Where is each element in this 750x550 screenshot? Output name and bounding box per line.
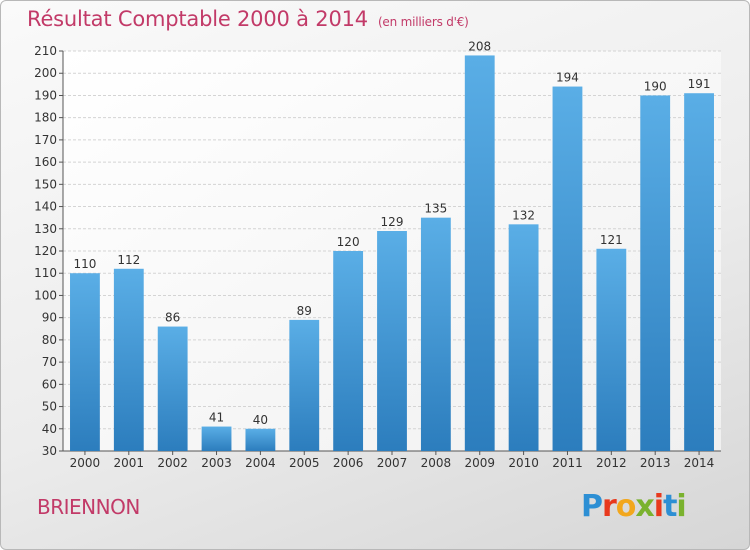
x-tick-label: 2002	[157, 456, 188, 470]
x-tick-label: 2009	[464, 456, 495, 470]
chart-title: Résultat Comptable 2000 à 2014 (en millie…	[27, 7, 469, 31]
y-tick-label: 90	[42, 311, 57, 325]
data-label: 121	[600, 233, 623, 247]
x-tick-label: 2014	[684, 456, 715, 470]
bar	[640, 95, 671, 451]
y-tick-label: 140	[34, 200, 57, 214]
x-tick-label: 2000	[70, 456, 101, 470]
bar	[333, 251, 364, 451]
logo-letter: i	[676, 489, 686, 524]
bar	[684, 93, 714, 451]
data-label: 135	[424, 202, 447, 216]
x-tick-label: 2006	[333, 456, 364, 470]
y-tick-label: 120	[34, 244, 57, 258]
y-tick-label: 110	[34, 266, 57, 280]
data-label: 191	[688, 77, 711, 91]
x-tick-label: 2001	[114, 456, 145, 470]
data-label: 40	[253, 413, 268, 427]
logo-letter: x	[635, 489, 654, 524]
y-tick-label: 30	[42, 444, 57, 458]
data-label: 86	[165, 311, 180, 325]
proxiti-logo: Proxiti	[581, 489, 687, 524]
data-label: 190	[644, 79, 667, 93]
x-tick-label: 2013	[640, 456, 671, 470]
commune-name: BRIENNON	[37, 495, 140, 519]
bar	[596, 248, 627, 451]
y-tick-label: 150	[34, 177, 57, 191]
y-tick-label: 100	[34, 288, 57, 302]
y-tick-label: 170	[34, 133, 57, 147]
bars	[70, 55, 714, 452]
y-tick-label: 180	[34, 111, 57, 125]
y-tick-label: 60	[42, 377, 57, 391]
logo-letter: r	[602, 489, 617, 524]
data-label: 120	[337, 235, 360, 249]
bar	[201, 426, 232, 451]
y-tick-label: 130	[34, 222, 57, 236]
bar	[508, 224, 539, 451]
data-label: 208	[468, 39, 491, 53]
data-label: 129	[381, 215, 404, 229]
x-tick-label: 2008	[421, 456, 452, 470]
bar	[420, 217, 451, 451]
logo-letter: P	[581, 489, 603, 524]
bar	[377, 231, 407, 451]
bar	[113, 268, 144, 451]
x-tick-label: 2003	[201, 456, 232, 470]
x-tick-label: 2005	[289, 456, 320, 470]
x-axis-ticks: 2000 2001 2002 2003 2004 2005 2006 2007 2008 2009…	[70, 451, 715, 470]
x-tick-label: 2004	[245, 456, 276, 470]
y-tick-label: 200	[34, 66, 57, 80]
data-label: 112	[117, 253, 140, 267]
bar	[464, 55, 495, 451]
data-label: 41	[209, 411, 224, 425]
bar	[70, 273, 100, 451]
y-tick-label: 40	[42, 422, 57, 436]
bar	[245, 428, 276, 451]
bar	[157, 326, 188, 451]
y-tick-label: 70	[42, 355, 57, 369]
bar	[552, 86, 583, 452]
x-tick-label: 2007	[377, 456, 408, 470]
x-tick-label: 2011	[552, 456, 583, 470]
data-label: 89	[297, 304, 312, 318]
data-label: 110	[73, 257, 96, 271]
data-label: 132	[512, 208, 535, 222]
logo-letter: i	[653, 489, 664, 524]
data-labels: 110 112 86 41 40 89 120 129 135 208 132 194 121 190 19…	[73, 39, 710, 426]
x-tick-label: 2012	[596, 456, 627, 470]
logo-letter: t	[663, 489, 677, 524]
bar	[289, 319, 320, 451]
y-tick-label: 50	[42, 400, 57, 414]
data-label: 194	[556, 71, 579, 85]
y-tick-label: 210	[34, 44, 57, 58]
x-tick-label: 2010	[508, 456, 539, 470]
y-tick-label: 190	[34, 88, 57, 102]
chart-subtitle: (en milliers d'€)	[377, 15, 469, 29]
title-text: Résultat Comptable 2000 à 2014	[27, 7, 368, 31]
logo-letter: o	[615, 489, 637, 524]
y-tick-label: 80	[42, 333, 57, 347]
y-tick-label: 160	[34, 155, 57, 169]
